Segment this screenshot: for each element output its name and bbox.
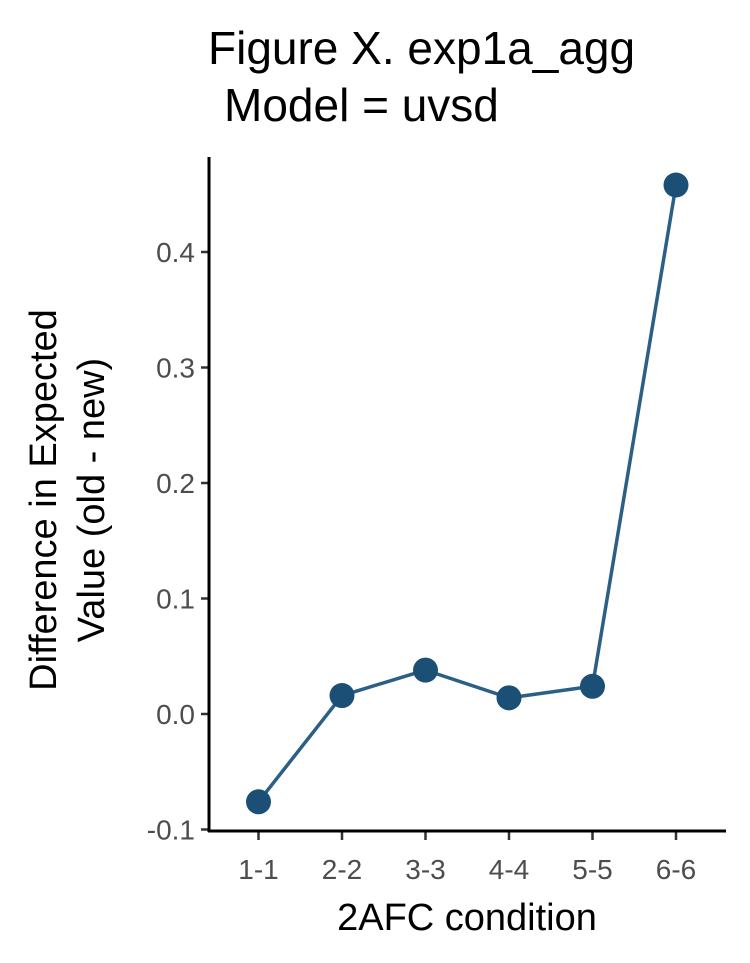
y-axis-title-line-2: Value (old - new) — [71, 358, 113, 642]
chart-title: Figure X. exp1a_agg Model = uvsd — [208, 22, 635, 131]
y-tick-label: 0.0 — [156, 699, 195, 730]
chart-title-line-2: Model = uvsd — [224, 79, 499, 131]
series-line — [257, 184, 678, 803]
x-tick-label: 1-1 — [238, 854, 278, 885]
x-tick-label: 2-2 — [322, 854, 362, 885]
y-tick-label: 0.1 — [156, 584, 195, 615]
y-axis-title: Difference in Expected Value (old - new) — [23, 309, 113, 691]
x-tick-label: 3-3 — [405, 854, 445, 885]
data-point-1-1 — [246, 789, 271, 815]
data-point-2-2 — [329, 683, 355, 709]
y-axis-ticks: -0.1 0.0 0.1 0.2 0.3 0.4 — [147, 237, 209, 846]
y-axis-title-line-1: Difference in Expected — [23, 309, 65, 691]
series-plot — [246, 172, 689, 815]
chart-title-line-1: Figure X. exp1a_agg — [208, 22, 635, 74]
x-tick-label: 4-4 — [489, 854, 529, 885]
data-point-4-4 — [496, 685, 522, 711]
x-tick-label: 5-5 — [572, 854, 612, 885]
y-tick-label: -0.1 — [147, 815, 195, 846]
y-tick-label: 0.4 — [156, 237, 195, 268]
data-point-6-6 — [663, 172, 689, 198]
data-point-3-3 — [413, 657, 438, 683]
y-tick-label: 0.2 — [156, 468, 195, 499]
x-tick-label: 6-6 — [656, 854, 696, 885]
x-axis-title: 2AFC condition — [337, 897, 597, 939]
y-tick-label: 0.3 — [156, 353, 195, 384]
data-point-5-5 — [580, 673, 605, 699]
x-axis-ticks: 1-1 2-2 3-3 4-4 5-5 6-6 — [238, 832, 696, 885]
